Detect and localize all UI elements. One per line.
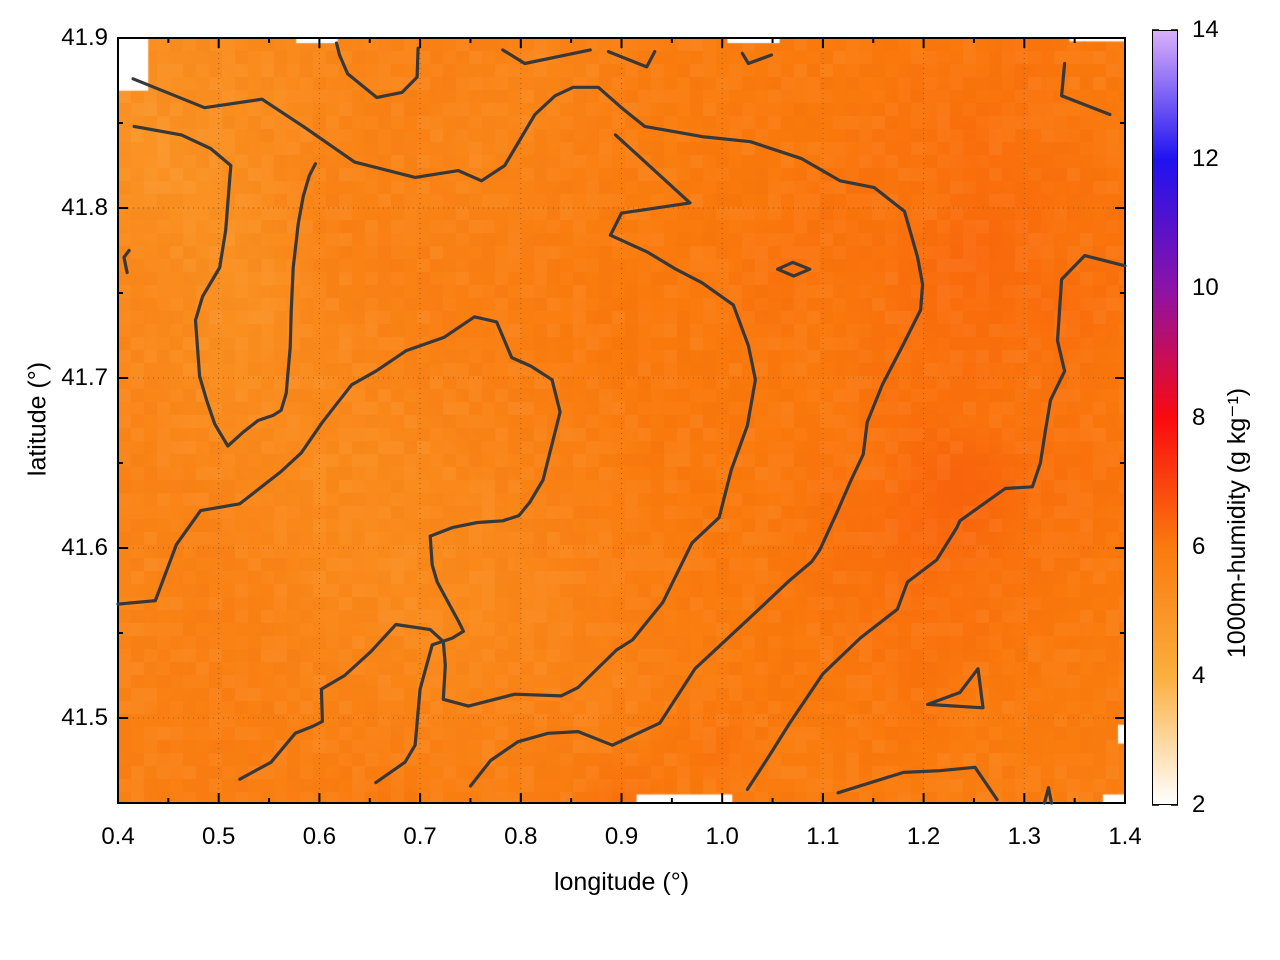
colorbar-tick-label: 6 [1192, 532, 1206, 560]
colorbar-title: 1000m-humidity (g kg⁻¹) [1223, 387, 1251, 658]
heatmap-canvas [118, 38, 1125, 803]
x-tick-label: 1.2 [906, 823, 941, 850]
x-tick-label: 0.7 [403, 823, 437, 850]
x-tick-label: 0.6 [302, 823, 337, 850]
colorbar-tick-label: 8 [1192, 403, 1206, 431]
x-tick-label: 0.4 [101, 823, 135, 850]
colorbar-tick-label: 12 [1192, 145, 1219, 173]
y-tick-label: 41.5 [61, 704, 108, 731]
colorbar-tick-label: 2 [1192, 791, 1206, 818]
colorbar-tick-label: 14 [1192, 16, 1219, 43]
colorbar-tick-label: 4 [1192, 661, 1206, 689]
x-axis-title: longitude (°) [553, 868, 690, 896]
colorbar-tick-label: 10 [1192, 274, 1219, 302]
x-tick-label: 1.1 [806, 823, 840, 850]
x-tick-label: 0.5 [202, 823, 236, 850]
x-tick-label: 0.8 [504, 823, 538, 850]
x-tick-label: 1.4 [1108, 823, 1142, 850]
x-tick-label: 1.3 [1007, 823, 1041, 850]
y-tick-label: 41.6 [61, 534, 108, 561]
y-axis-title: latitude (°) [23, 361, 52, 476]
y-tick-label: 41.7 [61, 364, 108, 391]
colorbar-gradient [1152, 30, 1178, 805]
x-tick-label: 1.0 [705, 823, 739, 850]
x-tick-label: 0.9 [604, 823, 639, 850]
y-tick-label: 41.8 [61, 194, 108, 221]
y-tick-label: 41.9 [61, 24, 108, 51]
